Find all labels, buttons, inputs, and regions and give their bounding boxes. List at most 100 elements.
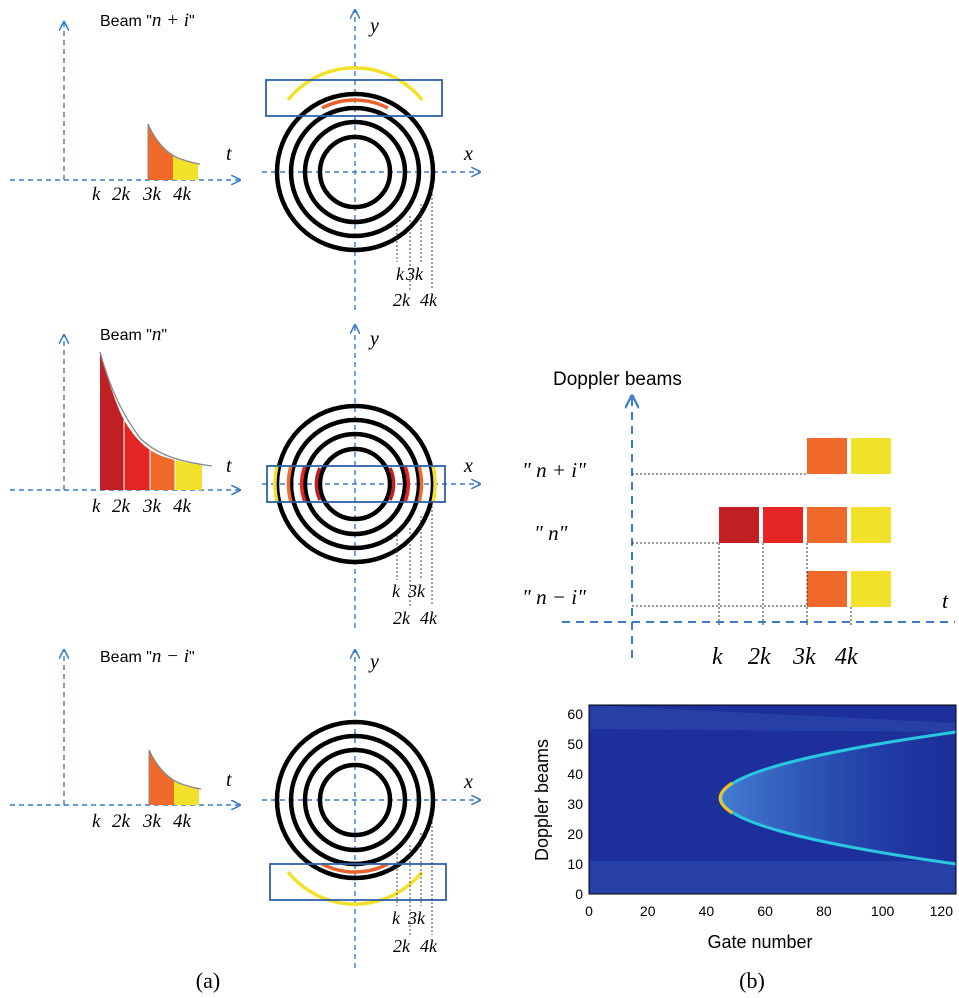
beam-label: Beam "n + i" — [100, 10, 195, 31]
gate-ticks: k 2k 3k 4k — [92, 184, 192, 205]
svg-text:k: k — [396, 264, 405, 284]
heatmap-frame — [588, 704, 957, 895]
heatmap-parabola-vertex — [718, 781, 734, 815]
ring-gate-labels: k 3k 2k 4k — [393, 264, 438, 310]
gate-2k-sample — [124, 420, 150, 490]
cell-4k — [851, 438, 891, 474]
illuminated-arc-4k — [286, 870, 424, 906]
x-axis-label: x — [463, 143, 473, 165]
svg-text:4k: 4k — [420, 936, 438, 956]
gate-ticks: k 2k 3k 4k — [92, 496, 192, 517]
t-axis-label: t — [226, 455, 232, 477]
svg-text:2k: 2k — [393, 936, 411, 956]
svg-text:" n": " n" — [534, 521, 568, 545]
t-axis-label: t — [226, 769, 232, 791]
gate-k-sample — [100, 352, 124, 490]
ring-gate-labels: k 3k 2k 4k — [392, 908, 438, 956]
schematic-t-label: t — [942, 588, 949, 613]
beam-label: Beam "n" — [100, 324, 167, 345]
beam-row-top: Beam "n + i" t k 2k 3k 4k y x — [10, 10, 480, 310]
svg-text:4k: 4k — [173, 496, 192, 517]
gate-3k-sample — [150, 450, 175, 490]
x-tick-label: 0 — [585, 903, 593, 919]
gate-projection-lines — [396, 190, 433, 290]
decay-curve — [99, 351, 213, 467]
svg-text:4k: 4k — [173, 184, 192, 205]
schematic-row-n-minus-i: " n − i" — [522, 571, 891, 609]
decay-curve — [147, 123, 201, 165]
svg-text:k: k — [92, 496, 101, 517]
doppler-schematic: Doppler beams t " n + i" " n" " n − i" — [522, 369, 955, 670]
x-tick-label: 120 — [930, 903, 954, 919]
svg-text:2k: 2k — [393, 290, 411, 310]
y-axis-label: y — [368, 328, 379, 350]
svg-text:3k: 3k — [142, 496, 162, 517]
svg-text:4k: 4k — [420, 608, 438, 628]
svg-text:k: k — [712, 644, 723, 670]
ring-gate-labels: k 3k 2k 4k — [392, 581, 438, 628]
y-tick-label: 0 — [575, 886, 583, 902]
y-tick-label: 40 — [567, 766, 583, 782]
beam-footprint-box — [269, 863, 447, 901]
cell-4k — [851, 507, 891, 543]
cell-2k — [763, 507, 803, 543]
schematic-row-n: " n" — [534, 507, 891, 545]
range-rings — [274, 403, 436, 565]
panel-a: Beam "n + i" t k 2k 3k 4k y x — [10, 10, 480, 993]
cell-k — [719, 507, 759, 543]
heatmap-x-ticks: 0 20 40 60 80 100 120 — [585, 903, 953, 919]
cell-3k — [807, 438, 847, 474]
range-rings — [274, 91, 436, 253]
schematic-ticks: k 2k 3k 4k — [712, 644, 858, 670]
heatmap-xlabel: Gate number — [707, 932, 812, 952]
svg-text:2k: 2k — [393, 608, 411, 628]
beam-label: Beam "n − i" — [100, 646, 195, 667]
svg-text:3k: 3k — [407, 581, 426, 601]
illuminated-arc-3k — [321, 862, 389, 874]
gate-4k-sample — [174, 781, 199, 805]
heatmap-ylabel: Doppler beams — [532, 739, 552, 861]
y-tick-label: 30 — [567, 796, 583, 812]
gate-3k-sample — [149, 750, 174, 805]
svg-text:2k: 2k — [112, 184, 131, 205]
beam-footprint-box — [265, 79, 443, 117]
x-tick-label: 40 — [699, 903, 715, 919]
svg-text:4k: 4k — [173, 811, 192, 832]
schematic-title: Doppler beams — [553, 369, 682, 390]
svg-text:4k: 4k — [835, 644, 858, 670]
cell-3k — [807, 571, 847, 607]
gate-projection-lines — [396, 502, 433, 606]
y-axis-label: y — [368, 651, 379, 673]
x-axis-label: x — [463, 771, 473, 793]
svg-text:" n − i": " n − i" — [522, 585, 586, 609]
gate-4k-sample — [173, 156, 198, 180]
schematic-row-n-plus-i: " n + i" — [522, 438, 891, 482]
svg-text:k: k — [392, 581, 401, 601]
x-axis-label: x — [463, 455, 473, 477]
doppler-heatmap: 0 20 40 60 80 100 120 0 10 20 30 40 50 60 Gate numbe… — [532, 704, 957, 952]
illuminated-arc-3k — [321, 98, 389, 110]
svg-text:3k: 3k — [405, 264, 424, 284]
heatmap-y-ticks: 0 10 20 30 40 50 60 — [567, 706, 583, 902]
svg-text:k: k — [392, 908, 401, 928]
t-axis-label: t — [226, 143, 232, 165]
gate-3k-sample — [148, 124, 173, 180]
beam-footprint-box — [266, 465, 446, 503]
y-tick-label: 50 — [567, 736, 583, 752]
svg-text:2k: 2k — [112, 496, 131, 517]
svg-text:3k: 3k — [142, 811, 162, 832]
heatmap-upper-band — [589, 705, 956, 732]
svg-text:3k: 3k — [407, 908, 426, 928]
y-tick-label: 60 — [567, 706, 583, 722]
beam-row-middle: Beam "n" t k 2k 3k 4k y x — [10, 324, 480, 628]
beam-row-bottom: Beam "n − i" t k 2k 3k 4k y x — [10, 646, 480, 968]
svg-text:3k: 3k — [142, 184, 162, 205]
svg-text:4k: 4k — [420, 290, 438, 310]
illuminated-arc-4k — [286, 66, 424, 102]
x-tick-label: 20 — [640, 903, 656, 919]
panel-a-caption: (a) — [196, 968, 220, 993]
svg-text:2k: 2k — [112, 811, 131, 832]
panel-b: Doppler beams t " n + i" " n" " n − i" — [522, 369, 957, 993]
gate-projection-lines — [396, 818, 433, 935]
